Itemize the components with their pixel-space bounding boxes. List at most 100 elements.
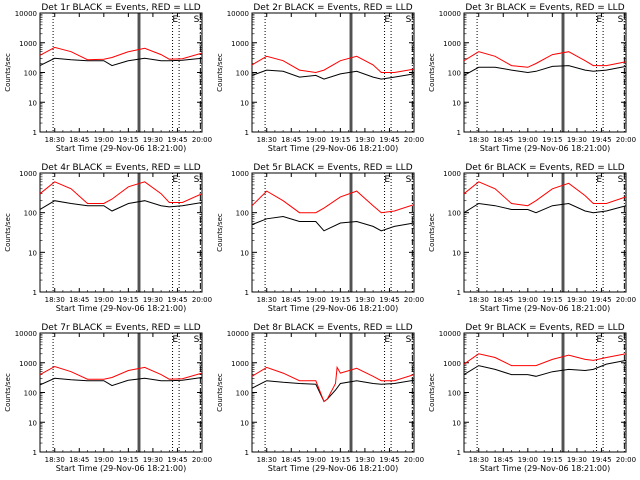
plot-frame — [463, 172, 627, 293]
panel-7: Det 7r BLACK = Events, RED = LLD Counts/s… — [4, 323, 212, 473]
y-tick-label: 100 — [236, 210, 249, 218]
y-tick-label: 100 — [24, 70, 37, 78]
marker-label-s: S — [194, 335, 200, 345]
x-tick-label: 19:15 — [542, 136, 562, 144]
y-axis-label: Counts/sec — [4, 373, 12, 412]
y-tick-label: 1 — [457, 449, 461, 457]
x-tick-label: 19:15 — [118, 136, 138, 144]
series-events-line — [40, 377, 202, 387]
panel-2: Det 2r BLACK = Events, RED = LLD Counts/s… — [216, 3, 424, 153]
x-tick-label: 18:45 — [69, 296, 89, 304]
x-tick-label: 19:00 — [94, 456, 114, 464]
x-tick-label: 19:00 — [518, 136, 538, 144]
y-tick-label: 100 — [24, 210, 37, 218]
x-tick-label: 19:15 — [118, 296, 138, 304]
x-tick-label: 18:45 — [69, 456, 89, 464]
series-events-line — [40, 57, 202, 67]
x-tick-label: 20:00 — [616, 296, 636, 304]
x-tick-label: 19:30 — [567, 456, 587, 464]
marker-label-e: E — [596, 15, 602, 25]
y-tick-label: 1000 — [231, 40, 249, 48]
x-tick-label: 18:30 — [469, 456, 489, 464]
x-tick-label: 19:45 — [379, 456, 399, 464]
y-axis-label: Counts/sec — [216, 373, 224, 412]
marker-label-e: E — [384, 15, 390, 25]
x-axis-label: Start Time (29-Nov-06 18:21:00) — [268, 464, 398, 473]
panel-title: Det 3r BLACK = Events, RED = LLD — [465, 3, 624, 13]
y-tick-label: 100 — [236, 70, 249, 78]
marker-label-e: E — [596, 335, 602, 345]
marker-label-e: E — [172, 175, 178, 185]
marker-label-s: S — [618, 335, 624, 345]
y-axis-label: Counts/sec — [4, 53, 12, 92]
x-tick-label: 19:30 — [355, 296, 375, 304]
marker-label-e: E — [172, 335, 178, 345]
y-tick-label: 10000 — [439, 330, 461, 338]
x-tick-label: 19:45 — [591, 296, 611, 304]
y-tick-label: 10 — [28, 249, 37, 257]
y-tick-label: 1000 — [19, 40, 37, 48]
y-axis-label: Counts/sec — [428, 213, 436, 252]
y-tick-label: 1000 — [19, 360, 37, 368]
y-axis-label: Counts/sec — [428, 53, 436, 92]
x-tick-label: 19:30 — [355, 456, 375, 464]
y-tick-label: 10 — [240, 99, 249, 107]
x-tick-label: 19:15 — [542, 456, 562, 464]
y-tick-label: 10 — [240, 249, 249, 257]
x-tick-label: 19:45 — [591, 456, 611, 464]
series-events-line — [40, 200, 202, 212]
y-tick-label: 10000 — [227, 10, 249, 18]
panel-title: Det 7r BLACK = Events, RED = LLD — [41, 323, 200, 333]
y-tick-label: 100 — [236, 390, 249, 398]
y-tick-label: 1 — [457, 129, 461, 137]
x-tick-label: 18:30 — [45, 296, 65, 304]
plot-frame — [463, 12, 627, 133]
y-axis-label: Counts/sec — [4, 213, 12, 252]
y-tick-label: 1 — [33, 129, 37, 137]
y-tick-label: 10 — [452, 99, 461, 107]
x-tick-label: 19:00 — [306, 296, 326, 304]
y-tick-label: 1 — [245, 129, 249, 137]
x-tick-label: 18:45 — [493, 456, 513, 464]
x-tick-label: 19:45 — [167, 136, 187, 144]
y-tick-label: 10 — [240, 419, 249, 427]
x-tick-label: 20:00 — [192, 136, 212, 144]
x-tick-label: 18:45 — [281, 136, 301, 144]
series-lld-line — [464, 181, 626, 207]
x-tick-label: 19:45 — [379, 136, 399, 144]
x-tick-label: 19:15 — [118, 456, 138, 464]
series-events-line — [464, 359, 626, 377]
y-tick-label: 10000 — [439, 10, 461, 18]
y-tick-label: 1 — [457, 289, 461, 297]
y-tick-label: 1000 — [231, 170, 249, 178]
x-tick-label: 19:45 — [167, 296, 187, 304]
panel-9: Det 9r BLACK = Events, RED = LLD Counts/s… — [428, 323, 636, 473]
plot-frame — [39, 332, 203, 453]
x-axis-label: Start Time (29-Nov-06 18:21:00) — [480, 464, 610, 473]
x-tick-label: 20:00 — [404, 456, 424, 464]
y-tick-label: 100 — [448, 70, 461, 78]
y-tick-label: 10000 — [227, 330, 249, 338]
marker-label-e: E — [384, 175, 390, 185]
y-tick-label: 10 — [28, 99, 37, 107]
y-tick-label: 10 — [452, 249, 461, 257]
x-tick-label: 20:00 — [616, 136, 636, 144]
series-events-line — [464, 202, 626, 214]
x-tick-label: 19:30 — [143, 296, 163, 304]
series-events-line — [464, 65, 626, 76]
series-lld-line — [252, 365, 414, 403]
marker-label-s: S — [406, 335, 412, 345]
marker-label-s: S — [406, 175, 412, 185]
x-tick-label: 19:15 — [330, 456, 350, 464]
marker-label-s: S — [194, 175, 200, 185]
panel-8: Det 8r BLACK = Events, RED = LLD Counts/s… — [216, 323, 424, 473]
series-lld-line — [252, 190, 414, 214]
x-tick-label: 20:00 — [192, 456, 212, 464]
series-lld-line — [252, 55, 414, 74]
x-tick-label: 19:30 — [567, 136, 587, 144]
y-axis-label: Counts/sec — [428, 373, 436, 412]
y-tick-label: 1 — [245, 449, 249, 457]
marker-label-s: S — [406, 15, 412, 25]
panel-title: Det 5r BLACK = Events, RED = LLD — [253, 163, 412, 173]
x-tick-label: 19:00 — [306, 136, 326, 144]
